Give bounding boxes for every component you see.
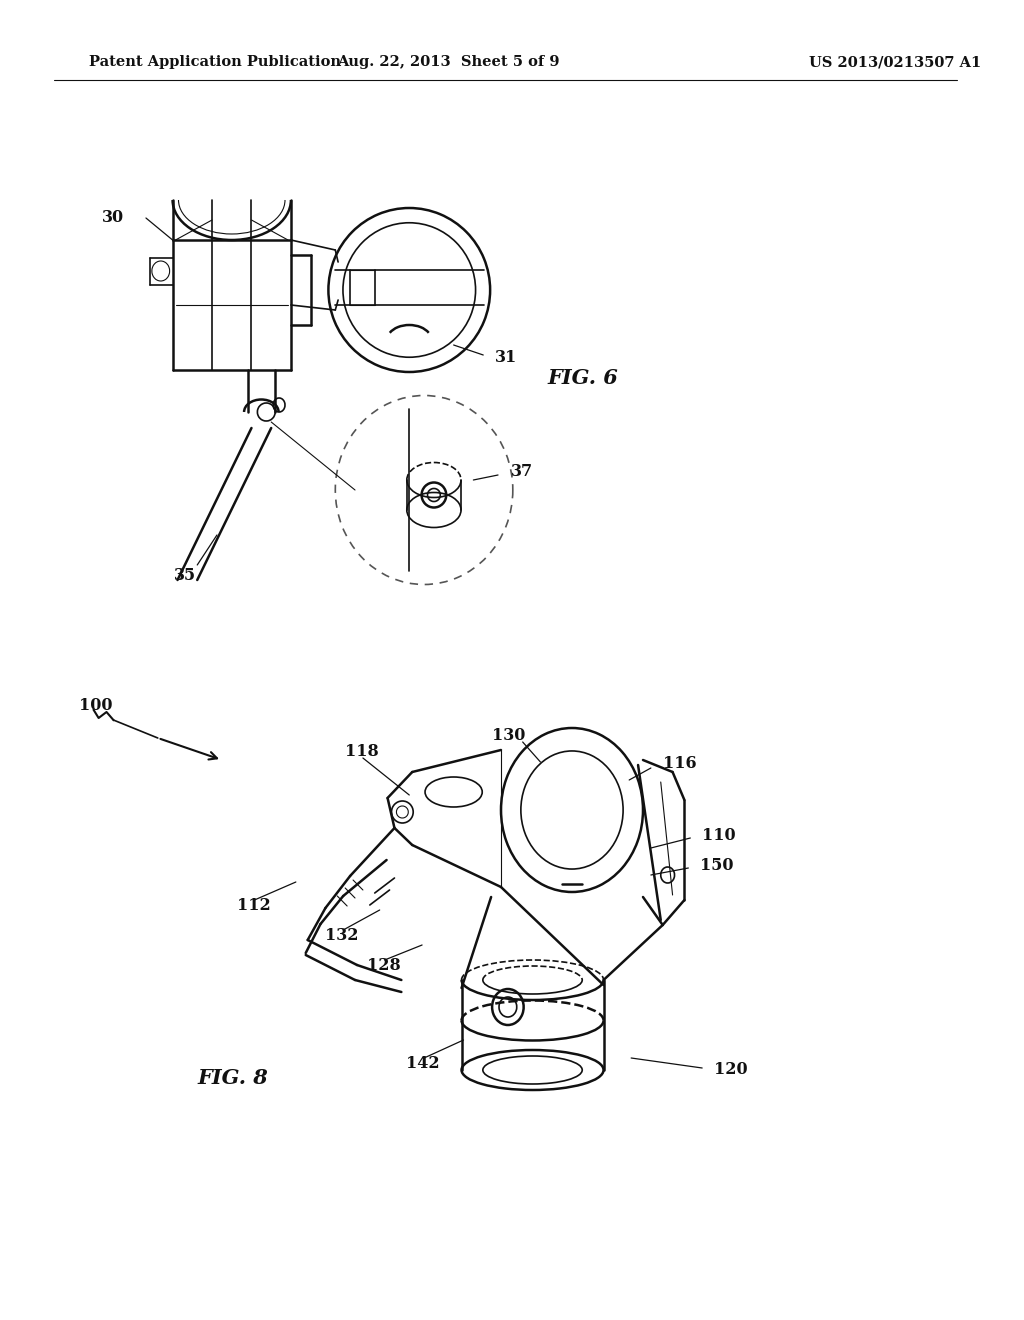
Text: FIG. 6: FIG. 6 (548, 368, 618, 388)
Text: 30: 30 (102, 210, 125, 227)
Text: 116: 116 (663, 755, 696, 772)
Text: Aug. 22, 2013  Sheet 5 of 9: Aug. 22, 2013 Sheet 5 of 9 (338, 55, 560, 69)
Text: 31: 31 (495, 350, 517, 367)
Text: 120: 120 (714, 1061, 748, 1078)
Text: 142: 142 (407, 1055, 440, 1072)
Text: 132: 132 (326, 927, 359, 944)
Text: US 2013/0213507 A1: US 2013/0213507 A1 (809, 55, 981, 69)
Text: Patent Application Publication: Patent Application Publication (89, 55, 341, 69)
Text: 35: 35 (174, 566, 197, 583)
Text: 128: 128 (367, 957, 400, 974)
Text: 37: 37 (511, 463, 532, 480)
Text: FIG. 8: FIG. 8 (198, 1068, 268, 1088)
Text: 100: 100 (79, 697, 113, 714)
Text: 112: 112 (237, 896, 270, 913)
Text: 150: 150 (700, 857, 733, 874)
Text: 130: 130 (493, 727, 525, 744)
Text: 110: 110 (702, 826, 736, 843)
Text: 118: 118 (345, 743, 379, 760)
